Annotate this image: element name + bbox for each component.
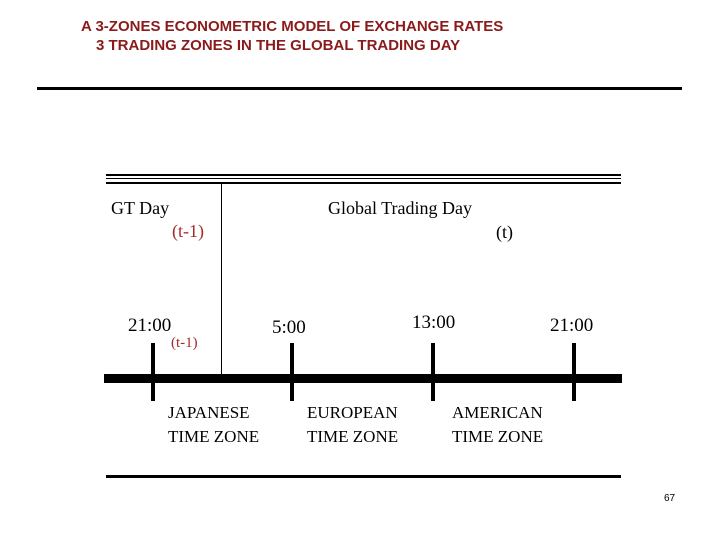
timeline-tick-1: [151, 343, 155, 401]
gt-day-sub: (t-1): [172, 221, 204, 241]
zone-american-line1: AMERICAN: [452, 403, 543, 422]
title-line-1: A 3-ZONES ECONOMETRIC MODEL OF EXCHANGE …: [81, 18, 504, 35]
time-start: 21:00: [128, 315, 172, 336]
table-top-line-1: [106, 174, 621, 176]
header-rule: [37, 87, 682, 90]
title-line-2: 3 TRADING ZONES IN THE GLOBAL TRADING DA…: [96, 37, 461, 54]
zone-american-line2: TIME ZONE: [452, 427, 544, 446]
table-bottom-line: [106, 475, 621, 478]
time-end: 21:00: [550, 315, 594, 336]
timeline-tick-3: [431, 343, 435, 401]
global-day-sub: (t): [496, 222, 513, 242]
table-top-line-3: [106, 182, 621, 184]
zone-european-line1: EUROPEAN: [307, 403, 398, 422]
time-eu-us: 13:00: [412, 312, 456, 333]
timeline-bar: [104, 374, 622, 383]
zone-japanese-line1: JAPANESE: [168, 403, 250, 422]
time-start-sub: (t-1): [171, 335, 198, 351]
timeline-tick-4: [572, 343, 576, 401]
zone-japanese-line2: TIME ZONE: [168, 427, 260, 446]
page-number: 67: [664, 493, 676, 504]
table-top-line-2: [106, 178, 621, 179]
timeline-tick-2: [290, 343, 294, 401]
day-divider: [221, 184, 222, 375]
global-day-label: Global Trading Day: [328, 198, 472, 218]
zone-european-line2: TIME ZONE: [307, 427, 399, 446]
gt-day-label: GT Day: [111, 198, 170, 218]
time-jp-eu: 5:00: [272, 317, 306, 338]
